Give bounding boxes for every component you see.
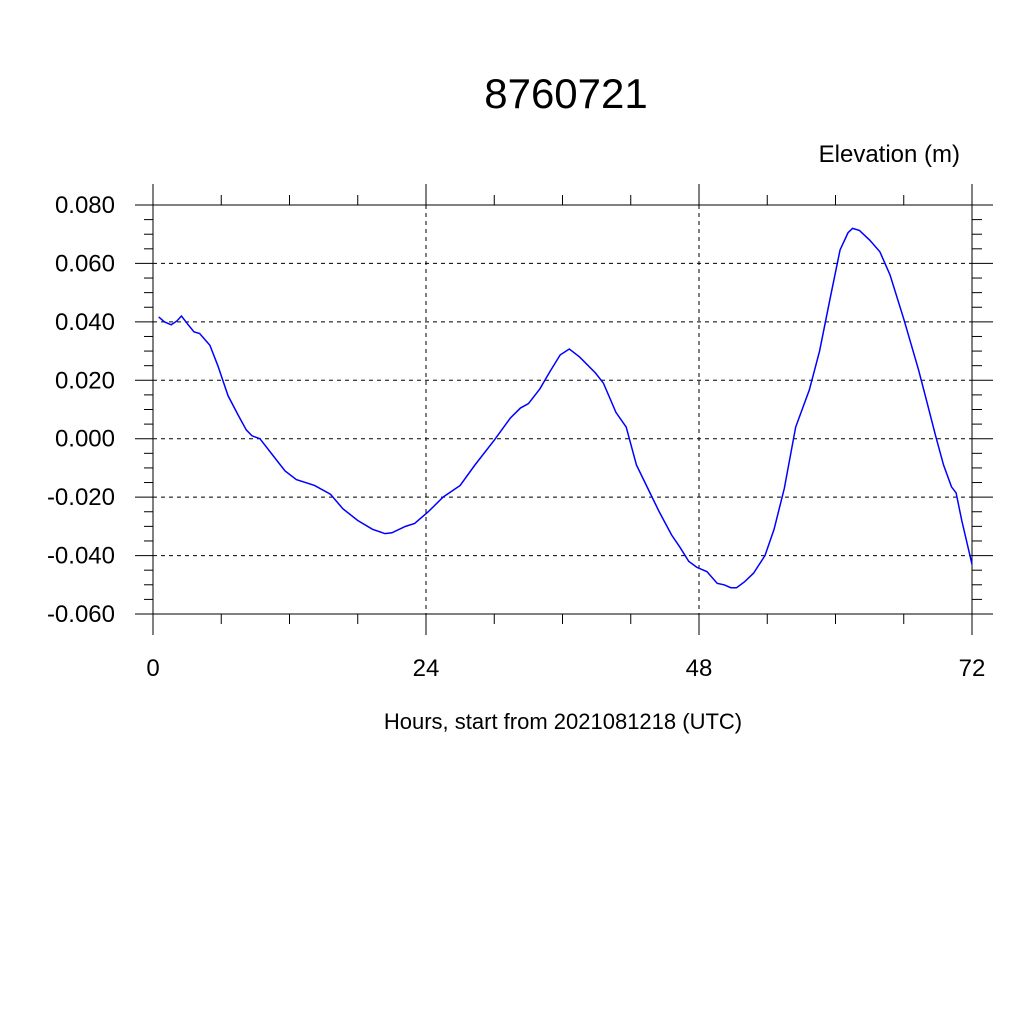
y-tick-label: 0.020	[55, 367, 115, 394]
x-tick-label: 48	[686, 655, 713, 682]
x-axis-label: Hours, start from 2021081218 (UTC)	[384, 709, 742, 734]
y-tick-label: 0.060	[55, 250, 115, 277]
plot-frame	[152, 204, 973, 615]
x-tick-label: 72	[959, 655, 986, 682]
y-tick-label: -0.060	[47, 601, 115, 628]
x-tick-label: 0	[146, 655, 159, 682]
y-tick-label: 0.080	[55, 192, 115, 219]
x-tick-label: 24	[413, 655, 440, 682]
data-line	[158, 227, 973, 589]
y-tick-label: -0.040	[47, 543, 115, 570]
y-tick-label: 0.040	[55, 309, 115, 336]
chart-title: 8760721	[484, 70, 648, 117]
y-tick-label: 0.000	[55, 426, 115, 453]
y-axis-label: Elevation (m)	[819, 141, 960, 168]
y-tick-label: -0.020	[47, 484, 115, 511]
